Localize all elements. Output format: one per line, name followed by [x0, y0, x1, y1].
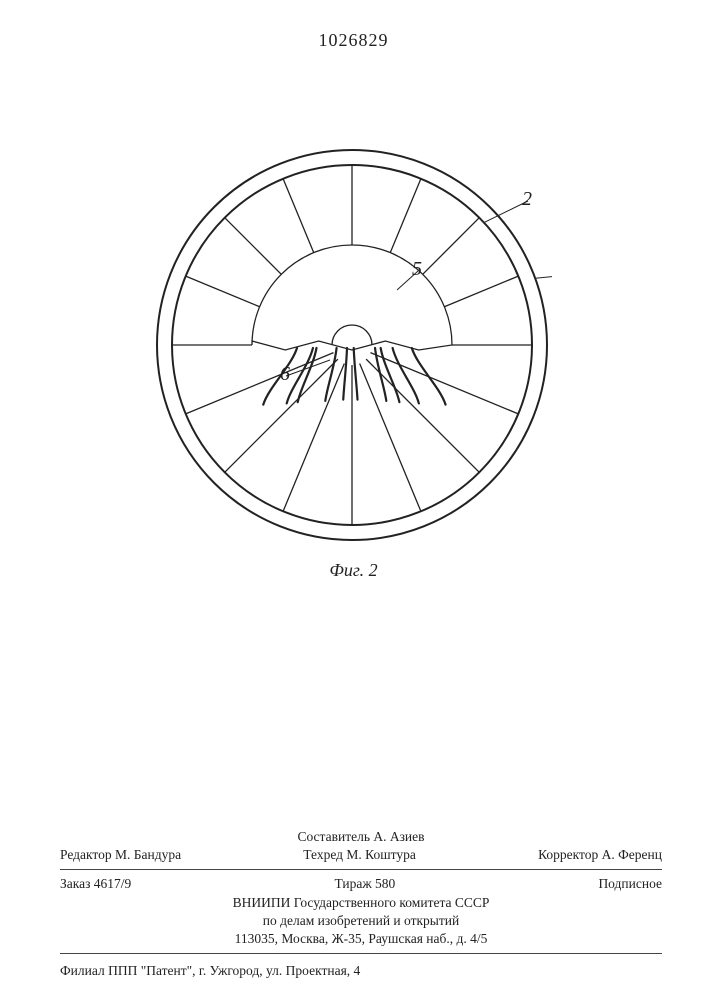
- org-address: 113035, Москва, Ж-35, Раушская наб., д. …: [60, 930, 662, 948]
- order-number: Заказ 4617/9: [60, 875, 131, 893]
- divider-1: [60, 869, 662, 870]
- divider-2: [60, 953, 662, 954]
- org-line-2: по делам изобретений и открытий: [60, 912, 662, 930]
- svg-text:3: 3: [551, 263, 552, 285]
- signed: Подписное: [598, 875, 662, 893]
- tirazh: Тираж 580: [334, 875, 395, 893]
- corrector-label: Корректор А. Ференц: [538, 846, 662, 864]
- svg-text:6: 6: [280, 363, 290, 385]
- figure-diagram: 2 3 5 6: [152, 145, 552, 545]
- document-number: 1026829: [0, 30, 707, 51]
- svg-text:5: 5: [412, 258, 422, 280]
- figure-caption: Фиг. 2: [0, 560, 707, 581]
- branch-line: Филиал ППП "Патент", г. Ужгород, ул. Про…: [60, 959, 662, 980]
- techred-label: Техред М. Коштура: [303, 846, 416, 864]
- org-line-1: ВНИИПИ Государственного комитета СССР: [60, 894, 662, 912]
- compiler-line: Составитель А. Азиев: [60, 828, 662, 846]
- svg-text:2: 2: [522, 188, 532, 210]
- editor-label: Редактор М. Бандура: [60, 846, 181, 864]
- footer-block: Составитель А. Азиев Редактор М. Бандура…: [60, 828, 662, 981]
